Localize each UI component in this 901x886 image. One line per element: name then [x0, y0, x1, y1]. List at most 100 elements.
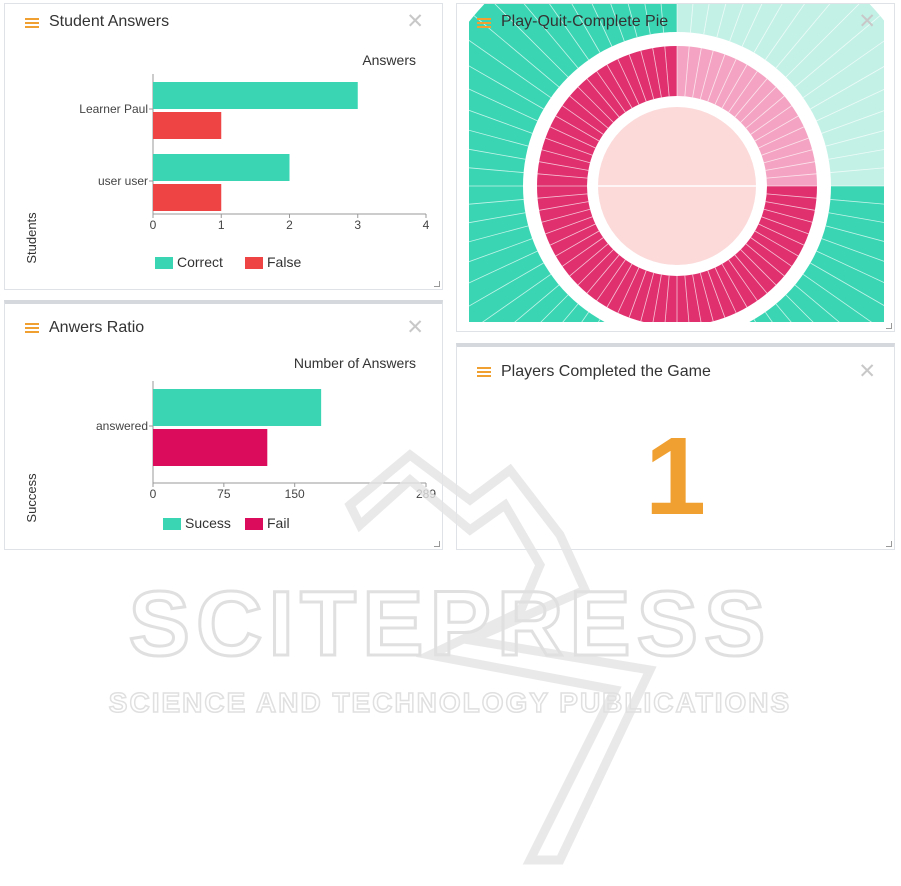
pie-segment-divider [469, 88, 538, 122]
pie-segment-divider [591, 4, 613, 47]
panel-title: Play-Quit-Complete Pie [501, 13, 669, 30]
pie-segment-divider [785, 4, 860, 78]
pie-segment-divider [469, 225, 529, 243]
bar [153, 82, 358, 109]
pie-segment-divider [741, 4, 763, 47]
legend-label: Correct [177, 254, 223, 270]
pie-segment-divider [627, 4, 638, 38]
student-answers-panel: Student Answers ✕ Answers Students 0 1 2 3 4 Le… [4, 3, 443, 290]
pie-segment-divider [740, 249, 777, 286]
pie-segment-divider [825, 225, 884, 242]
pie-segment-divider [644, 4, 651, 35]
pie-segment-divider [754, 115, 799, 142]
y-tick-label: answered [96, 419, 148, 433]
pie-segment-divider [785, 294, 814, 322]
pie-segment-divider [794, 284, 840, 322]
pie-segment-divider [596, 259, 626, 301]
pie-segment-divider [730, 331, 768, 332]
y-axis-label: Success [24, 473, 39, 523]
pie-segment-divider [750, 105, 792, 135]
close-icon[interactable]: ✕ [858, 360, 876, 383]
panel-title: Players Completed the Game [501, 363, 711, 380]
pie-segment-divider [734, 78, 768, 118]
pie-segment-divider [652, 274, 662, 322]
pie-segment-divider [571, 4, 601, 53]
pie-segment-divider [586, 254, 620, 294]
pie-segment-divider [565, 326, 612, 332]
pie-segment-divider [816, 89, 884, 122]
pie-segment-divider [816, 250, 884, 283]
pie-segment-divider [821, 238, 884, 262]
close-icon[interactable]: ✕ [406, 10, 424, 33]
pie-segment-divider [540, 294, 569, 322]
hamburger-icon[interactable] [477, 18, 491, 28]
players-completed-panel: Players Completed the Game ✕ 1 [456, 343, 895, 550]
pie-segment-divider [596, 71, 626, 113]
panel-header[interactable]: Play-Quit-Complete Pie ✕ [457, 4, 894, 40]
pie-segment-divider [628, 270, 647, 318]
pie-segment-divider [728, 259, 758, 301]
legend-swatch [155, 257, 173, 269]
close-icon[interactable]: ✕ [858, 10, 876, 33]
pie-segment-divider [577, 86, 614, 123]
pie-segment-divider [765, 201, 815, 211]
pie-segment-divider [690, 4, 694, 33]
pie-segment-divider [469, 262, 544, 307]
panel-header[interactable]: Players Completed the Game ✕ [457, 347, 894, 383]
x-tick-label: 150 [285, 487, 305, 501]
pie-segment-divider [728, 71, 758, 113]
pie-slice [537, 46, 817, 322]
pie-segment-divider [541, 208, 591, 223]
hamburger-icon[interactable] [25, 18, 39, 28]
chart-title: Number of Answers [294, 355, 416, 371]
hamburger-icon[interactable] [477, 367, 491, 377]
x-tick-label: 289 [416, 487, 436, 501]
bar [153, 184, 222, 211]
completed-count: 1 [644, 415, 707, 538]
pie-segment-divider [555, 115, 600, 142]
pie-segment-divider [545, 216, 593, 235]
close-icon[interactable]: ✕ [406, 316, 424, 339]
pie-segment-divider [617, 58, 640, 105]
pie-segment-divider [721, 64, 748, 109]
pie-segment-divider [775, 4, 831, 69]
pie-segment-divider [469, 65, 544, 110]
legend-label: Sucess [185, 515, 231, 531]
panel-header[interactable]: Anwers Ratio ✕ [5, 304, 442, 340]
pie-segment-divider [469, 109, 533, 134]
pie-segment-divider [469, 212, 526, 224]
resize-handle-icon[interactable] [434, 281, 440, 287]
pie-segment-divider [765, 161, 815, 171]
pie-segment-divider [549, 126, 596, 149]
pie-segment-divider [810, 262, 884, 306]
pie-segment-divider [810, 66, 884, 110]
pie-segment-divider [640, 50, 655, 100]
panel-header[interactable]: Student Answers ✕ [5, 4, 442, 40]
resize-handle-icon[interactable] [886, 323, 892, 329]
pie-segment-divider [541, 149, 591, 164]
pie-segment-divider [734, 254, 768, 294]
resize-handle-icon[interactable] [886, 541, 892, 547]
pie-segment-divider [802, 274, 872, 322]
pie-segment-divider [684, 275, 690, 322]
legend-swatch [245, 518, 263, 530]
pie-segment-divider [640, 272, 655, 322]
pie-segment-divider [652, 48, 662, 98]
y-tick-label: Learner Paul [79, 102, 148, 116]
pie-segment-divider [828, 212, 884, 223]
pie-segment-divider [469, 238, 533, 263]
pie-segment-divider [753, 4, 783, 53]
pie-segment-divider [523, 4, 579, 69]
pie-segment-divider [606, 263, 633, 308]
resize-handle-icon[interactable] [434, 541, 440, 547]
pie-segment-divider [482, 274, 552, 322]
answers-ratio-chart: Number of Answers Success 0 75 150 289 answere… [24, 355, 436, 531]
hamburger-icon[interactable] [25, 323, 39, 333]
x-tick-label: 3 [354, 218, 361, 232]
bar [153, 429, 268, 466]
pie-segment-divider [745, 95, 785, 129]
pie-segment-divider [610, 4, 625, 42]
pie-segment-divider [802, 40, 884, 98]
legend-swatch [245, 257, 263, 269]
pie-segment-divider [745, 243, 785, 277]
